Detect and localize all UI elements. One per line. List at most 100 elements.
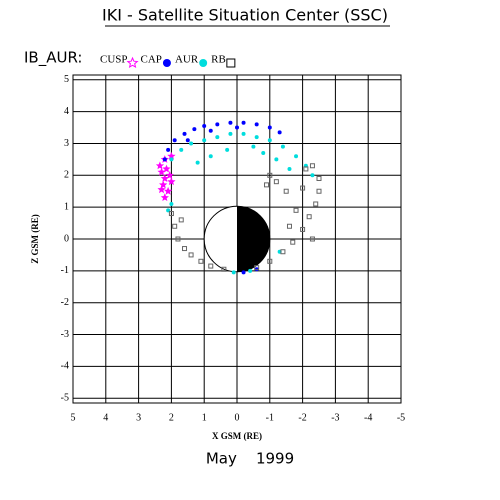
legend-swatch xyxy=(126,56,139,69)
data-point xyxy=(169,201,174,206)
data-point xyxy=(165,171,174,179)
data-point xyxy=(162,164,171,173)
data-point xyxy=(175,236,181,242)
data-point xyxy=(172,223,178,229)
data-point xyxy=(267,258,273,264)
data-point xyxy=(294,154,299,159)
data-point xyxy=(162,157,167,162)
plot-frame xyxy=(72,74,402,404)
y-tick-label: 0 xyxy=(64,233,69,244)
data-point xyxy=(208,263,214,269)
data-point xyxy=(225,147,230,152)
data-point xyxy=(273,179,279,185)
y-tick-label: 1 xyxy=(64,201,69,212)
data-point xyxy=(195,160,200,165)
y-tick-label: 5 xyxy=(64,74,69,85)
data-point xyxy=(283,188,289,194)
x-tick-label: -1 xyxy=(266,412,274,423)
data-point xyxy=(264,182,270,188)
legend-label: AUR xyxy=(175,54,199,66)
legend-label: CAP xyxy=(141,54,162,66)
data-point xyxy=(192,127,197,132)
data-point xyxy=(280,249,286,255)
data-point xyxy=(208,154,213,159)
data-point xyxy=(316,188,322,194)
legend-label: CUSP xyxy=(100,54,128,66)
x-tick-label: -2 xyxy=(298,412,306,423)
x-tick-label: 4 xyxy=(103,412,108,423)
legend-swatch xyxy=(199,59,208,67)
legend-swatch xyxy=(162,59,171,67)
y-tick-label: 2 xyxy=(64,170,69,181)
data-point xyxy=(261,151,266,156)
y-tick-label: -3 xyxy=(61,329,69,340)
data-point xyxy=(286,223,292,229)
y-tick-label: 4 xyxy=(64,106,69,117)
data-point xyxy=(179,147,184,152)
data-point xyxy=(313,201,319,207)
data-point xyxy=(267,172,273,178)
data-point xyxy=(254,122,259,127)
data-point xyxy=(182,246,188,252)
data-point xyxy=(309,236,315,242)
data-point xyxy=(160,174,169,183)
data-point xyxy=(241,270,246,275)
y-tick-label: -5 xyxy=(61,393,69,404)
earth-night xyxy=(237,206,270,272)
y-tick-label: 3 xyxy=(64,138,69,149)
legend-title: IB_AUR: xyxy=(24,49,82,68)
data-point xyxy=(157,185,166,194)
data-point xyxy=(267,125,272,130)
y-tick-label: -2 xyxy=(61,297,69,308)
data-point xyxy=(241,120,246,125)
data-point xyxy=(241,131,246,136)
y-tick-label: -4 xyxy=(61,361,69,372)
data-point xyxy=(188,252,194,258)
data-point xyxy=(293,207,299,213)
data-point xyxy=(280,144,285,149)
data-point xyxy=(300,185,306,191)
data-point xyxy=(167,177,176,186)
footer: May 1999 xyxy=(206,450,294,468)
legend-swatch xyxy=(226,58,236,68)
data-point xyxy=(168,211,174,217)
data-point xyxy=(267,138,272,143)
data-point xyxy=(178,217,184,223)
data-point xyxy=(221,266,227,272)
data-point xyxy=(228,131,233,136)
data-point xyxy=(155,161,165,170)
y-axis-label: Z GSM (RE) xyxy=(30,214,40,264)
data-point xyxy=(166,147,171,152)
data-point xyxy=(251,144,256,149)
data-point xyxy=(228,120,233,125)
chart-title: IKI - Satellite Situation Center (SSC) xyxy=(102,6,388,25)
data-point xyxy=(248,268,253,273)
data-point xyxy=(309,163,315,169)
x-tick-label: 3 xyxy=(136,412,141,423)
data-point xyxy=(169,157,174,162)
data-point xyxy=(303,166,309,172)
data-point xyxy=(202,123,207,128)
data-point xyxy=(231,270,236,275)
data-point xyxy=(182,131,187,136)
x-tick-label: -4 xyxy=(364,412,372,423)
data-point xyxy=(274,157,279,162)
legend-label: RB xyxy=(211,54,226,66)
x-tick-label: -5 xyxy=(397,412,405,423)
data-point xyxy=(254,265,260,271)
data-point xyxy=(316,175,322,181)
y-tick-label: -1 xyxy=(61,265,69,276)
data-point xyxy=(306,214,312,220)
data-point xyxy=(300,226,306,232)
data-point xyxy=(235,125,239,130)
x-tick-label: 5 xyxy=(71,412,76,423)
data-point xyxy=(185,138,190,143)
data-point xyxy=(310,173,315,178)
data-point xyxy=(160,193,169,202)
data-point xyxy=(198,258,204,264)
data-point xyxy=(208,128,213,133)
data-point xyxy=(254,135,259,140)
data-point xyxy=(290,239,296,245)
data-point xyxy=(172,138,177,143)
